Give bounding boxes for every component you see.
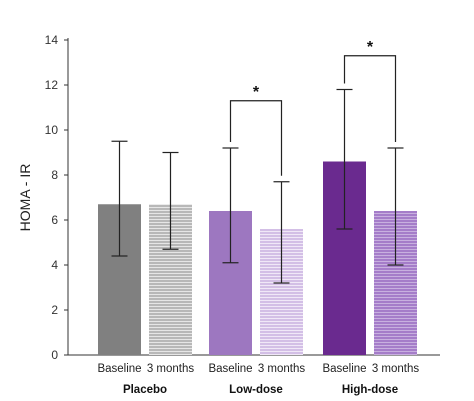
group-label-low-dose: Low-dose: [229, 384, 283, 396]
y-tick-label-4: 4: [51, 258, 58, 272]
y-tick-label-0: 0: [51, 348, 58, 362]
y-tick-label-10: 10: [45, 123, 59, 137]
axis-labels: HOMA - IR Baseline 3 months Placebo Baseline…: [17, 164, 419, 396]
significance-marker-low-dose: *: [253, 84, 260, 101]
significance-marker-high-dose: *: [367, 39, 374, 56]
category-label-high-dose-0: Baseline: [322, 363, 366, 375]
bars: [98, 161, 417, 355]
category-label-placebo-1: 3 months: [147, 363, 195, 375]
significance-brackets: **: [229, 39, 397, 176]
significance-bracket-low-dose: [229, 100, 283, 176]
category-label-low-dose-0: Baseline: [208, 363, 252, 375]
category-label-high-dose-1: 3 months: [372, 363, 420, 375]
y-tick-label-2: 2: [51, 303, 58, 317]
category-label-low-dose-1: 3 months: [258, 363, 306, 375]
y-tick-label-12: 12: [45, 78, 59, 92]
group-label-high-dose: High-dose: [342, 384, 398, 396]
error-bars: [111, 88, 404, 284]
y-tick-label-14: 14: [45, 33, 59, 47]
significance-bracket-high-dose: [343, 55, 397, 142]
y-tick-label-8: 8: [51, 168, 58, 182]
y-axis-label: HOMA - IR: [17, 164, 33, 232]
y-tick-label-6: 6: [51, 213, 58, 227]
group-label-placebo: Placebo: [123, 384, 167, 396]
category-label-placebo-0: Baseline: [97, 363, 141, 375]
